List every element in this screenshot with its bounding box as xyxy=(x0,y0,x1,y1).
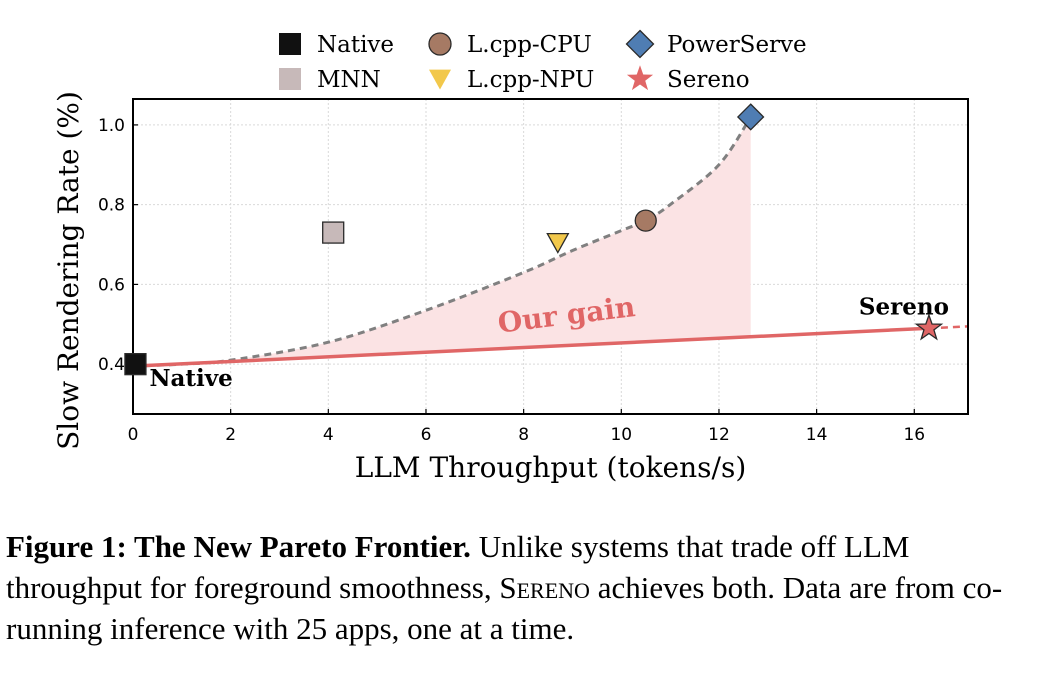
legend: Native MNN L.cpp-CPU L.cpp-NPU PowerServe Ser… xyxy=(279,29,807,93)
legend-label-native: Native xyxy=(317,32,394,58)
figure-caption: Figure 1: The New Pareto Frontier. Unlik… xyxy=(6,526,1042,649)
x-tick-label: 14 xyxy=(806,425,828,445)
caption-text-after: achieves both. Data are from co-running … xyxy=(6,570,1003,646)
y-tick-label: 0.8 xyxy=(98,196,125,216)
caption-text-before: Unlike systems that trade off LLM throug… xyxy=(6,529,910,605)
l-cpp-npu-point xyxy=(546,232,570,254)
x-tick-label: 10 xyxy=(610,425,632,445)
x-axis-title: LLM Throughput (tokens/s) xyxy=(355,451,747,484)
x-tick-label: 16 xyxy=(903,425,925,445)
native-point xyxy=(124,353,147,376)
mnn-point xyxy=(322,221,345,244)
x-tick-label: 0 xyxy=(128,425,139,445)
y-tick-label: 0.4 xyxy=(98,355,125,375)
new-frontier-line xyxy=(132,326,930,368)
legend-marker-powerserve xyxy=(625,29,655,59)
legend-marker-mnn xyxy=(279,68,301,90)
x-tick-label: 2 xyxy=(225,425,236,445)
legend-label-mnn: MNN xyxy=(317,67,381,93)
native-point-label: Native xyxy=(149,365,232,392)
legend-label-l-cpp-npu: L.cpp-NPU xyxy=(467,67,594,93)
data-points xyxy=(124,103,944,376)
y-axis-title: Slow Rendering Rate (%) xyxy=(52,91,85,450)
powerserve-point xyxy=(736,103,765,131)
y-tick-label: 0.6 xyxy=(98,275,125,295)
l-cpp-cpu-point xyxy=(634,209,657,232)
plot-frame xyxy=(132,98,969,415)
axis-ticks: 0 2 4 6 8 10 12 14 16 0.4 0.6 0.8 1.0 xyxy=(98,116,925,445)
legend-label-l-cpp-cpu: L.cpp-CPU xyxy=(467,32,592,58)
sereno-point xyxy=(914,313,944,341)
sereno-point-label: Sereno xyxy=(859,293,949,320)
legend-label-powerserve: PowerServe xyxy=(667,32,807,58)
gain-area xyxy=(133,116,751,367)
legend-marker-l-cpp-npu xyxy=(429,69,451,90)
chart: 0 2 4 6 8 10 12 14 160.40.60.81.0 Our gain Nativ… xyxy=(52,29,969,484)
caption-heading: Figure 1: The New Pareto Frontier. xyxy=(6,529,471,564)
x-tick-label: 6 xyxy=(421,425,432,445)
caption-system-name: Sereno xyxy=(499,570,590,605)
legend-marker-native xyxy=(279,33,301,55)
x-tick-label: 8 xyxy=(518,425,529,445)
x-tick-label: 12 xyxy=(708,425,730,445)
grid-lines xyxy=(132,99,968,414)
legend-marker-l-cpp-cpu xyxy=(428,32,452,56)
x-tick-label: 4 xyxy=(323,425,334,445)
legend-marker-sereno xyxy=(626,65,654,91)
y-tick-label: 1.0 xyxy=(98,116,125,136)
legend-label-sereno: Sereno xyxy=(667,67,750,93)
